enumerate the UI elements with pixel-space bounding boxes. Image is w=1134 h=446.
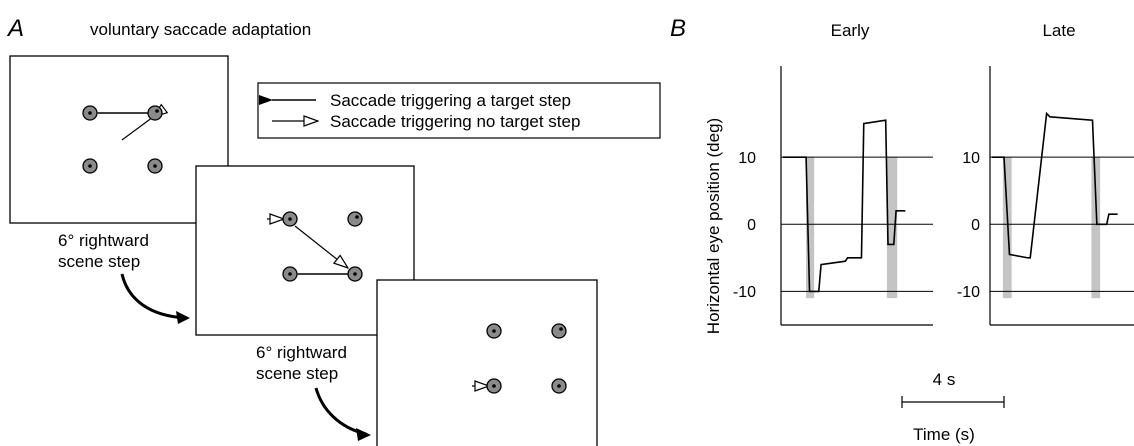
late-plot: 10 0 -10	[957, 66, 1134, 326]
target-center-dot	[288, 272, 292, 276]
y-tick-label: -10	[957, 284, 980, 301]
early-plot: 10 0 -10	[733, 66, 933, 326]
target-center-dot	[492, 329, 496, 333]
legend-open-arrow-label: Saccade triggering no target step	[330, 112, 580, 131]
panel-b-letter: B	[670, 15, 686, 42]
target-circle	[551, 323, 567, 339]
scene-step-label-line1: 6° rightward	[58, 231, 149, 250]
target-center-dot	[153, 164, 157, 168]
late-plot-title: Late	[1042, 21, 1075, 40]
scene-step-curved-arrow	[314, 387, 367, 436]
target-center-dot	[288, 217, 292, 221]
y-tick-label: -10	[733, 284, 756, 301]
y-tick-label: 10	[738, 150, 756, 167]
saccade-highlight-band	[886, 157, 898, 299]
scene-step-label-line2: scene step	[58, 252, 140, 271]
target-center-dot	[88, 111, 92, 115]
panel-a-letter: A	[6, 15, 24, 42]
target-center-dot	[353, 272, 357, 276]
saccade-highlight-band	[806, 157, 815, 299]
legend: Saccade triggering a target step Saccade…	[257, 82, 661, 139]
target-circle	[347, 211, 363, 227]
scene-3	[376, 279, 598, 446]
target-center-dot	[355, 215, 359, 219]
early-eye-trace	[783, 119, 906, 293]
scene-step-label-line1: 6° rightward	[256, 343, 347, 362]
target-circle	[147, 105, 163, 121]
target-center-dot	[88, 164, 92, 168]
y-tick-label: 10	[962, 150, 980, 167]
panel-a: A voluntary saccade adaptation Saccade t…	[6, 15, 661, 446]
saccade-no-target-step-arrow	[121, 117, 153, 141]
scene-step-arrowhead-icon	[356, 428, 371, 441]
scene-1-frame	[9, 55, 229, 224]
saccade-highlight-band	[1091, 157, 1101, 299]
y-tick-label: 0	[747, 217, 756, 234]
saccade-no-target-step-arrow	[294, 225, 348, 268]
target-center-dot	[155, 109, 159, 113]
scene-step-label-line2: scene step	[256, 364, 338, 383]
target-center-dot	[492, 384, 496, 388]
target-center-dot	[557, 384, 561, 388]
x-axis-label: Time (s)	[913, 425, 975, 444]
late-eye-trace	[992, 111, 1118, 259]
legend-filled-arrow-label: Saccade triggering a target step	[330, 91, 571, 110]
legend-box	[257, 82, 661, 139]
target-center-dot	[559, 327, 563, 331]
scene-step-curved-arrow	[120, 273, 187, 320]
scene-3-frame	[376, 279, 598, 446]
panel-a-title: voluntary saccade adaptation	[90, 20, 311, 39]
scene-step-arrowhead-icon	[176, 311, 190, 324]
scene-1	[9, 55, 229, 224]
panel-b: B Early Late Horizontal eye position (de…	[670, 15, 1134, 444]
y-axis-label: Horizontal eye position (deg)	[704, 118, 723, 334]
early-plot-title: Early	[831, 21, 870, 40]
y-tick-label: 0	[971, 217, 980, 234]
time-scalebar-label: 4 s	[933, 370, 956, 389]
